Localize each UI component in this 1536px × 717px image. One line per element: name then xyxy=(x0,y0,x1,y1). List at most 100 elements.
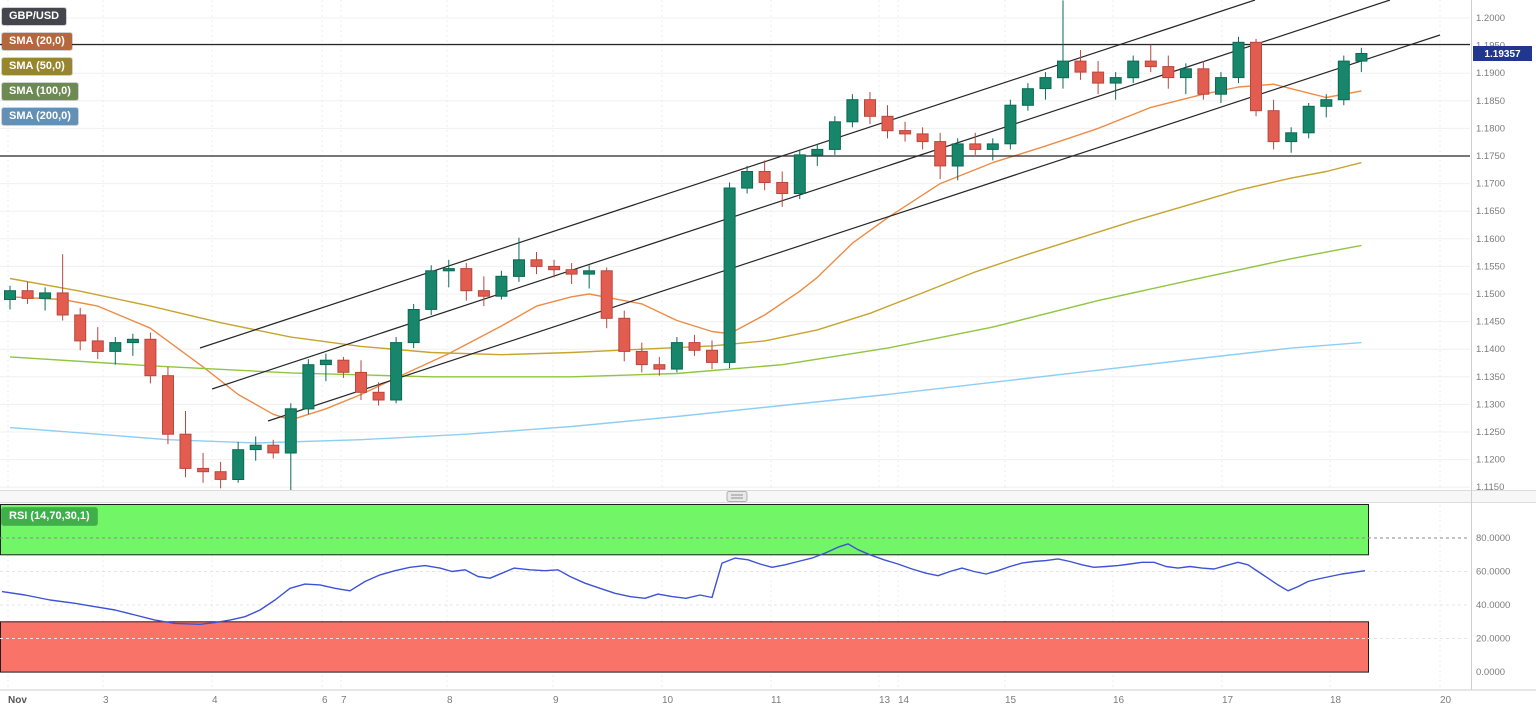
rsi-legend-badge[interactable]: RSI (14,70,30,1) xyxy=(2,508,97,525)
candle xyxy=(407,309,420,344)
sma-50-0--line xyxy=(9,161,1362,356)
candle xyxy=(442,268,455,272)
time-tick-label: 7 xyxy=(341,695,347,706)
rsi-zones xyxy=(0,504,1470,673)
time-tick-label: 9 xyxy=(553,695,559,706)
rsi-tick-label: 80.0000 xyxy=(1476,533,1510,544)
candle xyxy=(56,292,69,316)
candle xyxy=(1302,105,1315,134)
candle xyxy=(1092,71,1105,84)
candle xyxy=(1021,88,1034,106)
candle xyxy=(758,171,771,183)
rsi-tick-label: 20.0000 xyxy=(1476,634,1510,645)
time-axis[interactable]: Nov 3 4 6 7 8 9 10 11 13 14 15 16 17 18 20 xyxy=(8,695,1452,706)
price-tick-label: 1.1400 xyxy=(1476,344,1505,355)
candle xyxy=(302,364,315,410)
candle xyxy=(653,364,666,370)
pane-resize-handle[interactable] xyxy=(726,491,748,502)
candle xyxy=(39,292,52,299)
candle xyxy=(1232,41,1245,79)
candle xyxy=(969,143,982,150)
sma-100-0--line xyxy=(9,244,1362,378)
candle xyxy=(162,375,174,435)
candle xyxy=(881,115,894,132)
candle xyxy=(74,314,87,342)
candle xyxy=(1197,68,1210,95)
time-tick-label: 17 xyxy=(1222,695,1234,706)
price-tick-label: 1.1350 xyxy=(1476,372,1505,383)
candle xyxy=(618,317,631,352)
candle xyxy=(1179,68,1192,79)
candle xyxy=(513,259,525,277)
candle xyxy=(530,259,543,267)
candle xyxy=(4,290,16,301)
legend-sma20[interactable]: SMA (20,0) xyxy=(2,33,72,50)
candle xyxy=(1057,60,1069,79)
candle xyxy=(1355,53,1368,62)
candle xyxy=(846,99,859,123)
candle xyxy=(1127,60,1140,79)
price-tick-label: 1.1650 xyxy=(1476,206,1505,217)
candle xyxy=(670,342,683,370)
trend-lines[interactable] xyxy=(0,0,1470,422)
candle xyxy=(1144,60,1157,68)
candle xyxy=(337,359,350,373)
time-tick-label: 16 xyxy=(1113,695,1125,706)
candle xyxy=(811,148,824,156)
candle xyxy=(706,349,718,363)
candle xyxy=(197,467,210,473)
price-tick-label: 1.1450 xyxy=(1476,317,1505,328)
price-tick-label: 1.1800 xyxy=(1476,123,1505,134)
candle xyxy=(21,290,34,299)
candle xyxy=(1285,132,1298,143)
time-tick-label: 10 xyxy=(662,695,674,706)
candle xyxy=(1039,77,1052,90)
candle xyxy=(828,121,841,150)
candle xyxy=(1074,60,1087,73)
candle xyxy=(565,269,578,275)
candle xyxy=(1320,99,1333,107)
candle xyxy=(776,182,789,194)
svg-text:1.19357: 1.19357 xyxy=(1484,49,1521,60)
candle xyxy=(635,350,648,366)
legend-sma200[interactable]: SMA (200,0) xyxy=(2,108,78,125)
rsi-tick-label: 0.0000 xyxy=(1476,667,1505,678)
candle xyxy=(109,342,122,352)
time-tick-label: 13 xyxy=(879,695,891,706)
time-tick-label: 4 xyxy=(212,695,218,706)
candle xyxy=(600,270,613,319)
candle xyxy=(934,141,947,167)
price-axis[interactable]: 1.20001.19501.19001.18501.18001.17501.17… xyxy=(0,0,1536,691)
candle xyxy=(249,444,262,451)
legend-sma50[interactable]: SMA (50,0) xyxy=(2,58,72,75)
candle xyxy=(1004,104,1017,145)
candle xyxy=(723,187,736,363)
candle xyxy=(1109,77,1122,84)
price-tick-label: 1.1150 xyxy=(1476,482,1504,493)
rsi-zone-overbought xyxy=(0,504,1369,556)
candle xyxy=(583,270,596,275)
candles-layer xyxy=(4,0,1368,494)
candle xyxy=(267,444,280,454)
legend-sma100[interactable]: SMA (100,0) xyxy=(2,83,78,100)
rsi-line xyxy=(1,543,1366,625)
candle xyxy=(1337,60,1350,101)
price-tick-label: 1.1750 xyxy=(1476,151,1505,162)
candle xyxy=(741,171,754,189)
legend-symbol[interactable]: GBP/USD xyxy=(2,8,67,25)
candle xyxy=(548,265,561,271)
time-tick-label: 20 xyxy=(1440,695,1452,706)
pane-divider xyxy=(0,490,1536,503)
candle xyxy=(214,471,227,480)
rsi-tick-label: 60.0000 xyxy=(1476,567,1510,578)
candle xyxy=(951,143,964,167)
price-tick-label: 1.1500 xyxy=(1476,289,1505,300)
candle xyxy=(916,133,929,143)
time-tick-label: 11 xyxy=(771,695,782,706)
rsi-zone-oversold xyxy=(0,621,1369,673)
price-tick-label: 1.1300 xyxy=(1476,399,1505,410)
candle xyxy=(232,449,245,481)
candle xyxy=(1162,66,1175,79)
